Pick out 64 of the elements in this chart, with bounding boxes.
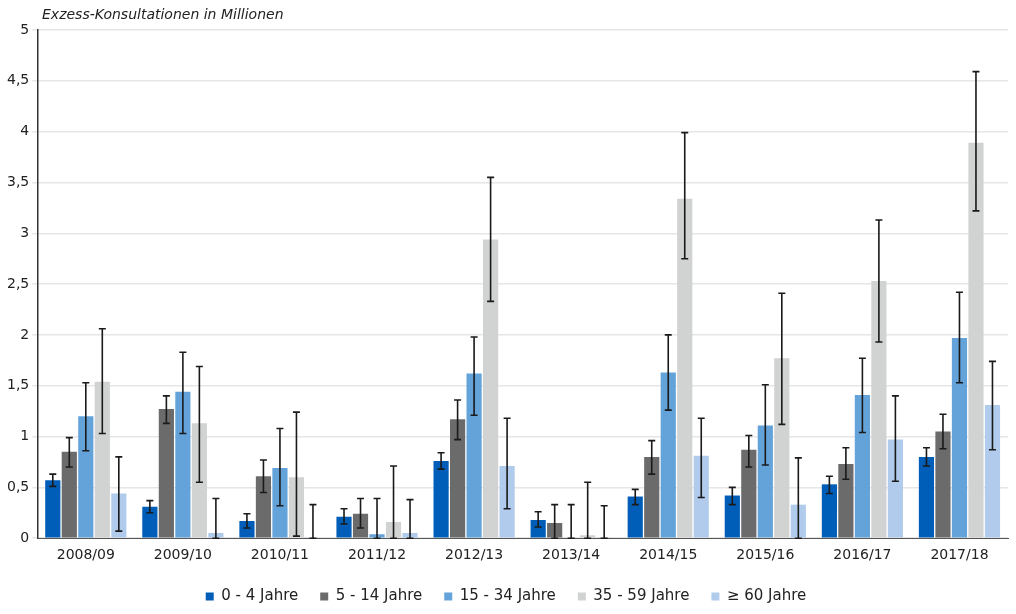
bar <box>191 423 207 538</box>
bar <box>336 516 352 538</box>
y-tick-label: 4 <box>20 122 30 139</box>
bar <box>142 506 158 538</box>
x-tick-label: 2013/14 <box>542 546 601 563</box>
y-tick-label: 3,5 <box>7 173 30 190</box>
x-tick-label: 2014/15 <box>639 546 698 563</box>
bar <box>887 439 903 538</box>
y-tick-label: 0 <box>20 528 30 545</box>
bar <box>660 372 676 538</box>
y-tick-label: 2 <box>20 325 30 342</box>
y-tick-label: 1 <box>20 427 30 444</box>
bar <box>968 142 984 538</box>
bar <box>255 476 272 538</box>
bar <box>935 431 951 538</box>
y-tick-label: 5 <box>20 20 30 37</box>
x-tick-label: 2012/13 <box>445 546 504 563</box>
bar <box>918 456 935 538</box>
bar <box>741 449 757 538</box>
bar <box>272 468 288 538</box>
bar <box>78 416 94 538</box>
bar <box>724 495 740 538</box>
x-tick-label: 2009/10 <box>153 546 212 563</box>
bar <box>984 405 1001 538</box>
bar <box>239 520 255 538</box>
bar <box>158 409 174 538</box>
bar <box>871 281 887 538</box>
bar <box>854 394 870 538</box>
x-tick-label: 2011/12 <box>347 546 407 563</box>
y-tick-label: 2,5 <box>7 274 30 291</box>
bar <box>757 425 773 538</box>
bar <box>693 455 709 538</box>
legend-label: 15 - 34 Jahre <box>459 586 556 605</box>
bar <box>94 381 110 538</box>
x-tick-label: 2008/09 <box>56 546 115 563</box>
y-axis-title: Exzess-Konsultationen in Millionen <box>42 6 284 22</box>
bar <box>627 496 643 538</box>
legend-label: 35 - 59 Jahre <box>593 586 690 605</box>
legend-label: 0 - 4 Jahre <box>221 586 299 605</box>
y-tick-label: 0,5 <box>7 478 30 495</box>
x-tick-label: 2010/11 <box>250 546 310 563</box>
bar <box>677 198 693 538</box>
bar <box>821 484 837 538</box>
legend-label: ≥ 60 Jahre <box>726 586 807 605</box>
bar <box>288 477 305 538</box>
bar <box>483 239 499 538</box>
bar <box>774 358 790 538</box>
x-tick-label: 2016/17 <box>833 546 892 563</box>
bar <box>466 373 482 538</box>
bar <box>951 337 968 538</box>
bar <box>175 391 191 538</box>
y-tick-label: 4,5 <box>7 71 30 88</box>
bar <box>450 419 466 538</box>
bar <box>433 460 449 538</box>
legend-label: 5 - 14 Jahre <box>335 586 423 605</box>
x-tick-label: 2017/18 <box>930 546 989 563</box>
bar <box>790 504 806 538</box>
x-tick-label: 2015/16 <box>736 546 795 563</box>
y-tick-label: 3 <box>20 223 30 240</box>
bar <box>644 456 660 538</box>
bar <box>45 480 61 538</box>
bar <box>61 451 77 538</box>
y-tick-label: 1,5 <box>7 376 30 393</box>
bar <box>838 464 854 538</box>
